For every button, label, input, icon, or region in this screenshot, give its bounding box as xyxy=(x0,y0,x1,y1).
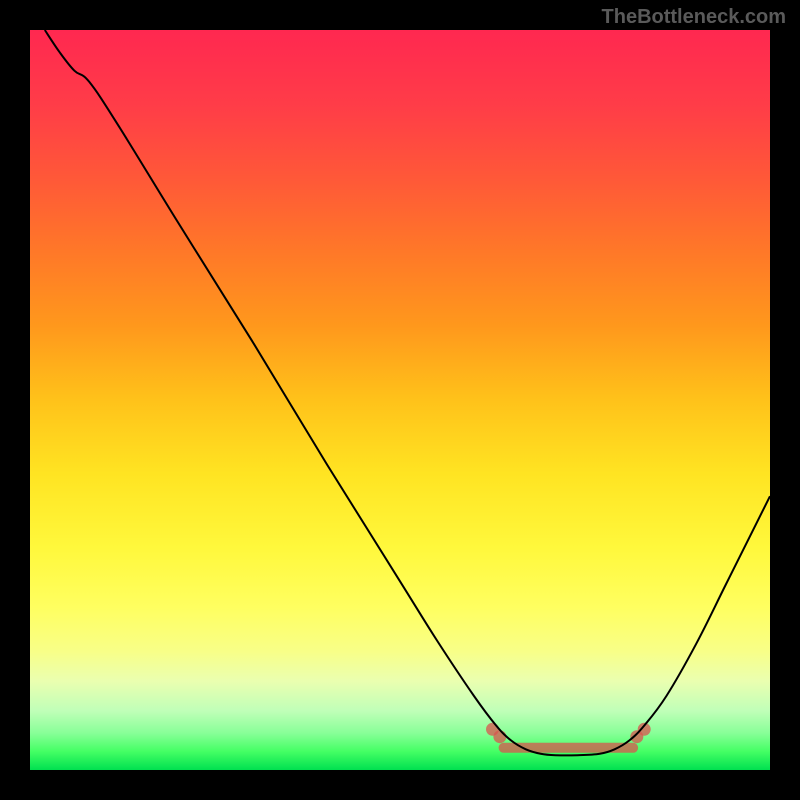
marker-dot xyxy=(493,730,506,743)
gradient-background xyxy=(30,30,770,770)
chart-svg xyxy=(30,30,770,770)
watermark-text: TheBottleneck.com xyxy=(602,6,786,29)
plot-area xyxy=(30,30,770,770)
